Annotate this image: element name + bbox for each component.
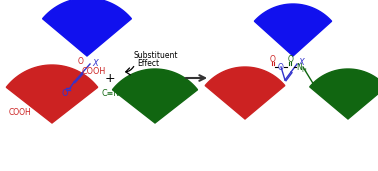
Text: X: X (298, 58, 304, 67)
Text: X: X (92, 59, 98, 68)
Polygon shape (205, 67, 285, 119)
Text: N: N (296, 62, 302, 71)
Text: O: O (278, 62, 284, 71)
Text: O: O (288, 56, 294, 64)
Polygon shape (310, 69, 378, 119)
Text: Substituent: Substituent (133, 51, 178, 61)
Polygon shape (254, 4, 332, 56)
FancyArrowPatch shape (126, 67, 134, 75)
Text: O: O (78, 56, 84, 65)
Polygon shape (6, 65, 98, 123)
Text: O: O (61, 89, 68, 98)
Text: Effect: Effect (137, 58, 159, 68)
Text: +: + (105, 71, 115, 84)
Text: H: H (302, 68, 307, 73)
Text: COOH: COOH (8, 108, 31, 117)
Text: C≡N: C≡N (102, 89, 120, 98)
Text: COOH: COOH (82, 67, 106, 76)
Polygon shape (43, 0, 132, 56)
Text: O: O (270, 56, 276, 64)
Polygon shape (112, 69, 198, 123)
